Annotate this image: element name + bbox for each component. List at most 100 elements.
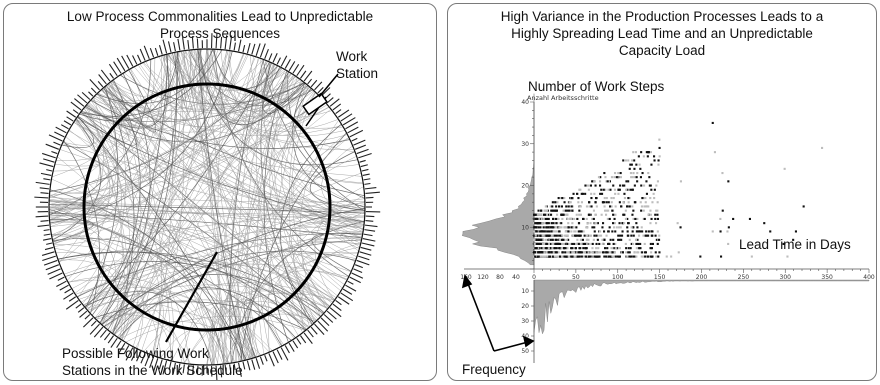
scatter-point [556,230,559,233]
left-panel: Low Process Commonalities Lead to Unpred… [3,3,437,381]
scatter-point [594,213,597,216]
scatter-point [560,247,563,250]
scatter-point [591,180,594,183]
scatter-point [545,242,548,245]
scatter-point [647,234,650,237]
scatter-point [613,217,616,220]
scatter-point [599,180,602,183]
scatter-point [577,230,580,233]
scatter-point [591,226,594,229]
scatter-point [563,255,566,258]
scatter-point [546,222,549,225]
scatter-point [575,213,578,216]
scatter-point [568,201,571,204]
scatter-point [565,255,568,258]
scatter-point [600,234,603,237]
scatter-point [591,217,594,220]
scatter-point [640,205,643,208]
scatter-point [538,242,541,245]
scatter-point [537,222,540,225]
scatter-point [594,251,597,254]
x-tick-label: 350 [821,274,833,281]
scatter-point [552,222,555,225]
scatter-point [589,234,592,237]
scatter-point [603,201,606,204]
scatter-point [636,251,639,254]
scatter-point [563,247,566,250]
scatter-point [635,222,638,225]
scatter-point [622,184,625,187]
scatter-point [564,247,567,250]
scatter-point [564,255,567,258]
scatter-point [552,255,555,258]
scatter-point [565,251,568,254]
scatter-point [540,230,543,233]
scatter-point [650,247,653,250]
scatter-point [537,226,540,229]
scatter-point [635,247,638,250]
scatter-point [617,192,620,195]
scatter-point [550,234,553,237]
scatter-point [590,205,593,208]
scatter-point [587,238,590,241]
scatter-point [635,238,638,241]
scatter-point [619,176,622,179]
scatter-point [626,205,629,208]
scatter-point [561,197,564,200]
scatter-point [642,234,645,237]
scatter-point [642,255,645,258]
scatter-point [630,234,633,237]
scatter-point [533,213,536,216]
scatter-point [578,234,581,237]
scatter-point [571,209,574,212]
scatter-point [643,205,646,208]
scatter-point [636,217,639,220]
scatter-point [557,238,560,241]
scatter-point [618,247,621,250]
scatter-point [699,255,702,258]
scatter-point [554,209,557,212]
scatter-point [554,201,557,204]
scatter-point [603,197,606,200]
scatter-point [606,217,609,220]
scatter-point [637,242,640,245]
scatter-point [622,213,625,216]
scatter-point [591,247,594,250]
scatter-point [535,247,538,250]
scatter-point [645,151,648,154]
scatter-point [566,209,569,212]
scatter-point [554,230,557,233]
scatter-point [657,255,660,258]
scatter-point [625,159,628,162]
scatter-point [578,213,581,216]
scatter-point [627,251,630,254]
scatter-point [579,205,582,208]
scatter-point [587,255,590,258]
scatter-point [607,209,610,212]
scatter-point [539,242,542,245]
scatter-point [539,234,542,237]
scatter-point [533,226,536,229]
scatter-point [622,159,625,162]
scatter-point [536,213,539,216]
scatter-point [559,255,562,258]
scatter-point [658,146,661,149]
scatter-point [565,234,568,237]
scatter-point [619,234,622,237]
following-pointer [165,251,218,343]
scatter-point [655,184,658,187]
scatter-point [537,255,540,258]
scatter-point [538,238,541,241]
scatter-point [632,151,635,154]
scatter-point [577,197,580,200]
scatter-point [534,213,537,216]
x-tick-label: 200 [696,274,708,281]
scatter-point [592,255,595,258]
bottom-hist-tick: 10 [521,288,529,295]
scatter-point [638,247,641,250]
scatter-point [578,255,581,258]
scatter-point [646,205,649,208]
scatter-point [577,201,580,204]
scatter-point [604,209,607,212]
scatter-point [533,251,536,254]
